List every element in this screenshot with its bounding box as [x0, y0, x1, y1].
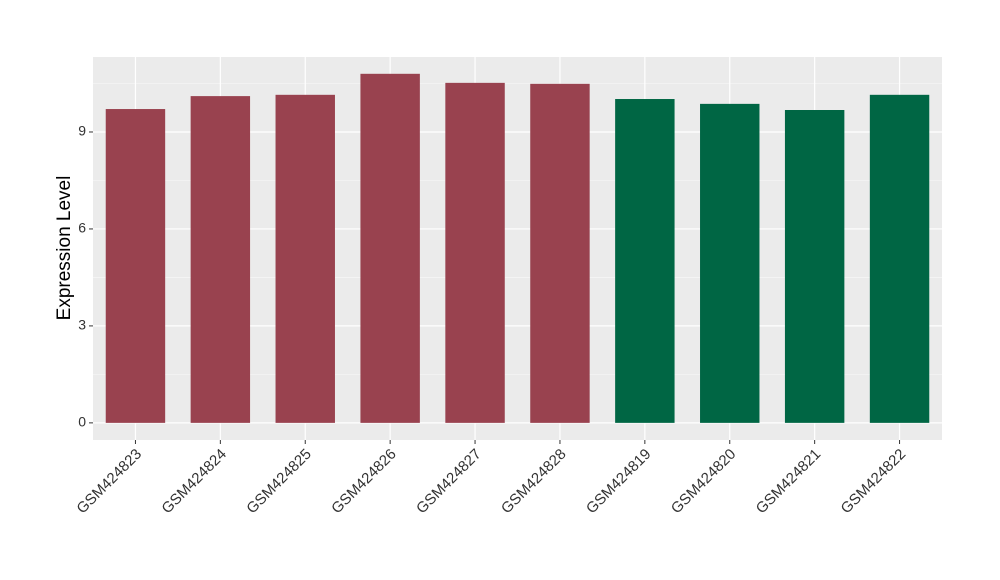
x-tick-label: GSM424819 — [583, 446, 655, 518]
x-tick-label: GSM424828 — [498, 446, 570, 518]
x-tick-label: GSM424826 — [328, 446, 400, 518]
bar — [869, 94, 930, 423]
bar — [615, 99, 675, 423]
y-tick-label: 9 — [78, 123, 86, 139]
bar — [784, 110, 845, 423]
y-axis-title: Expression Level — [54, 176, 75, 321]
x-tick-label: GSM424823 — [74, 446, 146, 518]
x-tick-label: GSM424825 — [243, 446, 315, 518]
bar — [105, 109, 166, 423]
bar — [190, 96, 251, 423]
bar — [445, 82, 505, 423]
bar — [275, 94, 335, 423]
bar — [700, 103, 760, 423]
x-tick-label: GSM424822 — [838, 446, 910, 518]
x-tick-label: GSM424824 — [158, 446, 230, 518]
x-tick-label: GSM424827 — [413, 446, 485, 518]
y-tick-label: 0 — [78, 414, 86, 430]
x-tick-label: GSM424821 — [753, 446, 825, 518]
y-tick-label: 6 — [78, 220, 86, 236]
bar — [530, 83, 590, 423]
y-tick-label: 3 — [78, 317, 86, 333]
bar — [360, 73, 420, 423]
x-tick-label: GSM424820 — [668, 446, 740, 518]
